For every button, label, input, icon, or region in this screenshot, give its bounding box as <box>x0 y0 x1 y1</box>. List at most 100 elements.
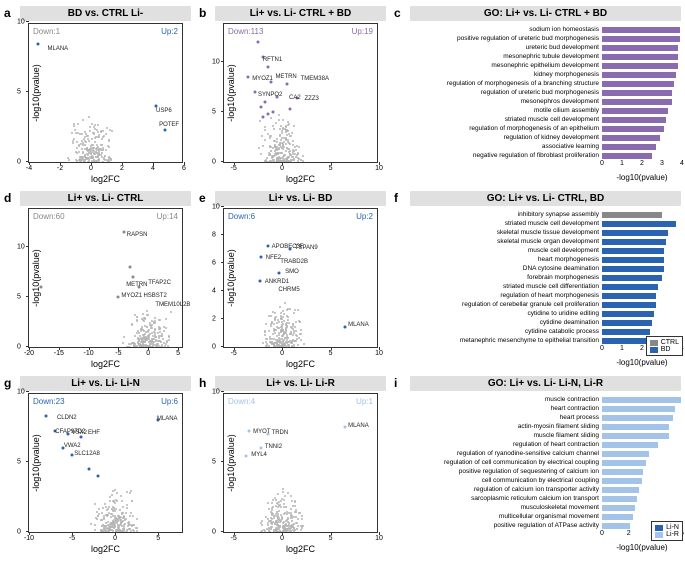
gene-label: RAPSN <box>127 232 148 238</box>
go-row: sodium ion homeostasis <box>412 25 681 34</box>
go-term-label: mesonephric epithelium development <box>412 62 602 69</box>
x-axis-label: log2FC <box>286 359 315 369</box>
legend: CTRLBD <box>646 336 683 356</box>
go-term-label: cytidine deamination <box>412 319 602 326</box>
go-row: muscle cell development <box>412 246 681 255</box>
go-bar <box>602 117 666 123</box>
go-row: striated muscle cell differentiation <box>412 282 681 291</box>
go-term-label: mesonephros development <box>412 98 602 105</box>
x-tick: 0 <box>146 350 150 357</box>
volcano-plot-g: -log10(pvalue)log2FCDown:23Up:6-10-50505… <box>28 393 183 533</box>
go-term-label: metanephric mesenchyme to epithelial tra… <box>412 337 602 344</box>
go-bar <box>602 338 646 344</box>
points-layer <box>29 24 182 162</box>
x-tick: 10 <box>375 165 383 172</box>
go-bar <box>602 221 676 227</box>
panel-title: GO: Li+ vs. Li- Li-N, Li-R <box>410 376 681 391</box>
x-axis-label: log2FC <box>91 544 120 554</box>
y-tick: 5 <box>17 294 21 301</box>
y-tick: 5 <box>212 459 216 466</box>
gene-label: SMO <box>285 269 299 275</box>
panel-letter: i <box>394 376 397 390</box>
go-bar <box>602 311 654 317</box>
go-row: heart process <box>412 413 681 422</box>
gene-label: TSPAN9 <box>295 245 318 251</box>
x-tick: -4 <box>26 165 32 172</box>
gene-label: SYNPO2 <box>258 92 282 98</box>
panel-d: d Li+ vs. Li- CTRL -log10(pvalue)log2FCD… <box>0 189 195 374</box>
go-bar <box>602 487 639 493</box>
go-bar <box>602 135 660 141</box>
legend-swatch <box>655 532 663 538</box>
go-bar <box>602 469 643 475</box>
go-row: striated muscle cell development <box>412 115 681 124</box>
y-tick: 0 <box>17 159 21 166</box>
go-row: negative regulation of fibroblast prolif… <box>412 151 681 160</box>
go-bar <box>602 415 673 421</box>
panel-letter: a <box>4 6 11 20</box>
x-axis-label: log2FC <box>286 544 315 554</box>
gene-label: METRN <box>275 74 296 80</box>
go-x-axis-label: -log10(pvalue) <box>602 543 682 552</box>
panel-c: c GO: Li+ vs. Li- CTRL + BD sodium ion h… <box>390 4 685 189</box>
go-term-label: regulation of kidney development <box>412 134 602 141</box>
x-tick: 0 <box>280 165 284 172</box>
go-bar <box>602 144 656 150</box>
go-row: positive regulation of sequestering of c… <box>412 467 681 476</box>
x-tick: 4 <box>151 165 155 172</box>
legend-label: CTRL <box>661 339 679 346</box>
go-row: muscle filament sliding <box>412 431 681 440</box>
x-tick: 5 <box>329 165 333 172</box>
x-tick: 5 <box>329 535 333 542</box>
go-bar <box>602 239 666 245</box>
gene-label: MLANA <box>348 423 369 429</box>
go-row: regulation of heart morphogenesis <box>412 291 681 300</box>
go-row: skeletal muscle organ development <box>412 237 681 246</box>
go-bar <box>602 36 680 42</box>
go-bar <box>602 230 668 236</box>
panel-g: g Li+ vs. Li- Li-N -log10(pvalue)log2FCD… <box>0 374 195 559</box>
go-term-label: actin-myosin filament sliding <box>412 423 602 430</box>
go-row: associative learning <box>412 142 681 151</box>
go-term-label: muscle filament sliding <box>412 432 602 439</box>
go-term-label: kidney morphogenesis <box>412 71 602 78</box>
go-term-label: striated muscle cell differentiation <box>412 283 602 290</box>
go-row: mesonephros development <box>412 97 681 106</box>
panel-letter: g <box>4 376 11 390</box>
panel-f: f GO: Li+ vs. Li- CTRL, BD inhibitory sy… <box>390 189 685 374</box>
x-tick: 10 <box>375 535 383 542</box>
go-bar <box>602 212 662 218</box>
go-bar <box>602 523 630 529</box>
legend-swatch <box>650 347 658 353</box>
legend-swatch <box>655 525 663 531</box>
go-row: forebrain morphogenesis <box>412 273 681 282</box>
go-bar <box>602 284 658 290</box>
go-row: multicellular organismal movement <box>412 512 681 521</box>
go-row: regulation of calcium ion transporter ac… <box>412 485 681 494</box>
panel-b: b Li+ vs. Li- CTRL + BD -log10(pvalue)lo… <box>195 4 390 189</box>
volcano-plot-e: -log10(pvalue)log2FCDown:6Up:2-505100246… <box>223 208 378 348</box>
go-bar <box>602 275 662 281</box>
go-row: regulation of cell communication by elec… <box>412 458 681 467</box>
go-bar <box>602 99 672 105</box>
y-tick: 2 <box>212 316 216 323</box>
go-row: metanephric mesenchyme to epithelial tra… <box>412 336 681 345</box>
y-tick: 0 <box>17 344 21 351</box>
panel-letter: b <box>199 6 206 20</box>
go-bar <box>602 81 674 87</box>
gene-label: NFE2 <box>266 255 281 261</box>
go-row: cytidine to uridine editing <box>412 309 681 318</box>
go-term-label: heart process <box>412 414 602 421</box>
go-row: motile cilium assembly <box>412 106 681 115</box>
go-bar <box>602 126 664 132</box>
panel-letter: h <box>199 376 206 390</box>
go-row: regulation of kidney development <box>412 133 681 142</box>
go-term-label: positive regulation of ureteric bud morp… <box>412 35 602 42</box>
go-bar <box>602 90 672 96</box>
legend-label: BD <box>661 346 671 353</box>
x-tick: -15 <box>54 350 64 357</box>
gene-label: TMEM10L2B <box>155 302 190 308</box>
go-row: cytidine deamination <box>412 318 681 327</box>
go-bar <box>602 433 669 439</box>
go-bar <box>602 496 637 502</box>
